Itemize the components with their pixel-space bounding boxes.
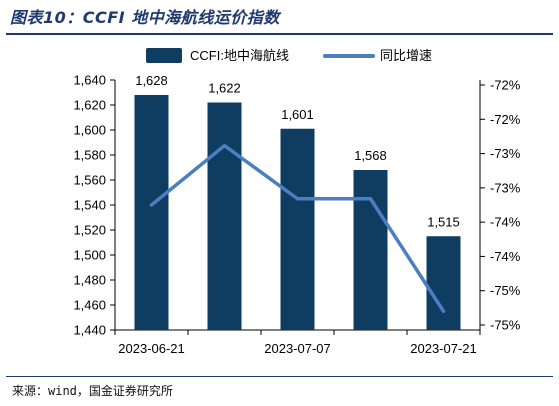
right-ticks: -72% -72% -73% -73% -74% -74% -75% -75% <box>480 78 521 333</box>
x-labels: 2023-06-21 2023-07-07 2023-07-21 <box>114 330 481 356</box>
right-tick-label: -75% <box>490 318 521 333</box>
bar <box>280 128 315 330</box>
left-tick-label: 1,520 <box>73 223 106 238</box>
bars <box>134 95 461 330</box>
right-tick-label: -74% <box>490 215 521 230</box>
right-tick-label: -74% <box>490 249 521 264</box>
bar-labels: 1,628 1,622 1,601 1,568 1,515 <box>135 73 460 229</box>
left-tick-label: 1,460 <box>73 298 106 313</box>
title-rule <box>6 33 553 35</box>
x-tick-label: 2023-07-21 <box>410 341 477 356</box>
right-tick-label: -73% <box>490 146 521 161</box>
bar <box>134 95 169 330</box>
plot-area: 1,640 1,620 1,600 1,580 1,560 1,540 1,520 1,500… <box>73 73 520 357</box>
figure-title: 图表10：CCFI 地中海航线运价指数 <box>10 8 280 27</box>
x-tick-label: 2023-06-21 <box>118 341 185 356</box>
right-tick-label: -75% <box>490 283 521 298</box>
left-tick-label: 1,480 <box>73 273 106 288</box>
line-series <box>149 143 446 313</box>
legend-line-label: 同比增速 <box>380 48 432 63</box>
bar-data-label: 1,622 <box>208 81 241 96</box>
bar-data-label: 1,601 <box>281 107 314 122</box>
left-tick-label: 1,560 <box>73 173 106 188</box>
right-tick-label: -72% <box>490 112 521 127</box>
right-tick-label: -73% <box>490 180 521 195</box>
left-tick-label: 1,600 <box>73 123 106 138</box>
bar-data-label: 1,568 <box>354 148 387 163</box>
legend-bar-swatch <box>146 48 182 63</box>
right-tick-label: -72% <box>490 78 521 93</box>
left-ticks: 1,640 1,620 1,600 1,580 1,560 1,540 1,520 1,500… <box>73 73 115 338</box>
bar <box>426 236 461 330</box>
source-rule <box>6 376 553 377</box>
left-tick-label: 1,620 <box>73 98 106 113</box>
left-tick-label: 1,500 <box>73 248 106 263</box>
left-tick-label: 1,640 <box>73 73 106 88</box>
bar <box>353 170 388 330</box>
x-tick-label: 2023-07-07 <box>264 341 331 356</box>
bar-data-label: 1,515 <box>427 214 460 229</box>
legend: CCFI:地中海航线 同比增速 <box>146 48 432 63</box>
source-note: 来源：wind，国金证券研究所 <box>12 384 173 398</box>
legend-bar-label: CCFI:地中海航线 <box>190 48 289 63</box>
left-tick-label: 1,440 <box>73 323 106 338</box>
left-tick-label: 1,540 <box>73 198 106 213</box>
bar <box>207 102 242 330</box>
bar-data-label: 1,628 <box>135 73 168 88</box>
left-tick-label: 1,580 <box>73 148 106 163</box>
